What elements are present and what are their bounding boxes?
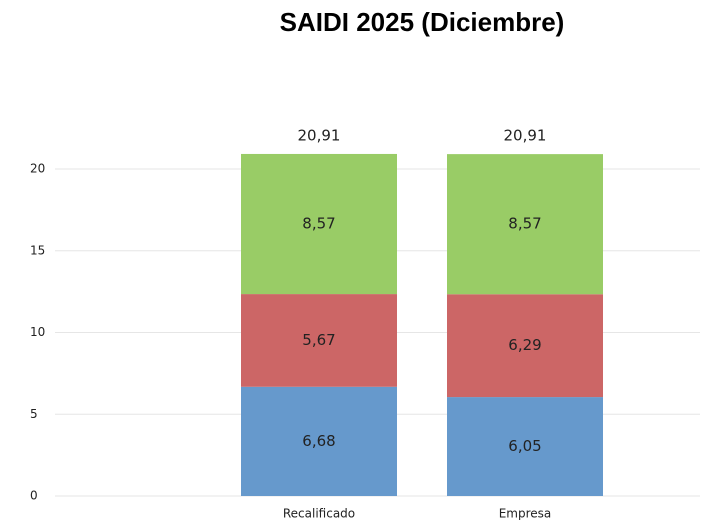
- data-label: 6,05: [508, 437, 541, 455]
- bar-segment: [241, 153, 397, 295]
- bar-segment: [447, 294, 603, 398]
- data-label: 8,57: [302, 215, 335, 233]
- x-tick-label: Recalificado: [283, 507, 355, 521]
- data-label: 8,57: [508, 215, 541, 233]
- y-tick-label: 0: [30, 489, 38, 503]
- bar-segment: [447, 397, 603, 496]
- data-label: 6,29: [508, 336, 541, 354]
- x-tick-label: Empresa: [499, 507, 552, 521]
- chart-title: SAIDI 2025 (Diciembre): [280, 7, 565, 37]
- bar-segment: [241, 386, 397, 496]
- bar-segment: [241, 294, 397, 387]
- y-tick-label: 5: [30, 407, 38, 421]
- y-tick-label: 15: [30, 243, 45, 257]
- total-label: 20,91: [298, 126, 341, 144]
- y-tick-label: 10: [30, 325, 45, 339]
- total-label: 20,91: [504, 127, 547, 145]
- data-label: 6,68: [302, 432, 335, 450]
- data-label: 5,67: [302, 331, 335, 349]
- y-tick-label: 20: [30, 162, 45, 176]
- bar-segment: [447, 154, 603, 295]
